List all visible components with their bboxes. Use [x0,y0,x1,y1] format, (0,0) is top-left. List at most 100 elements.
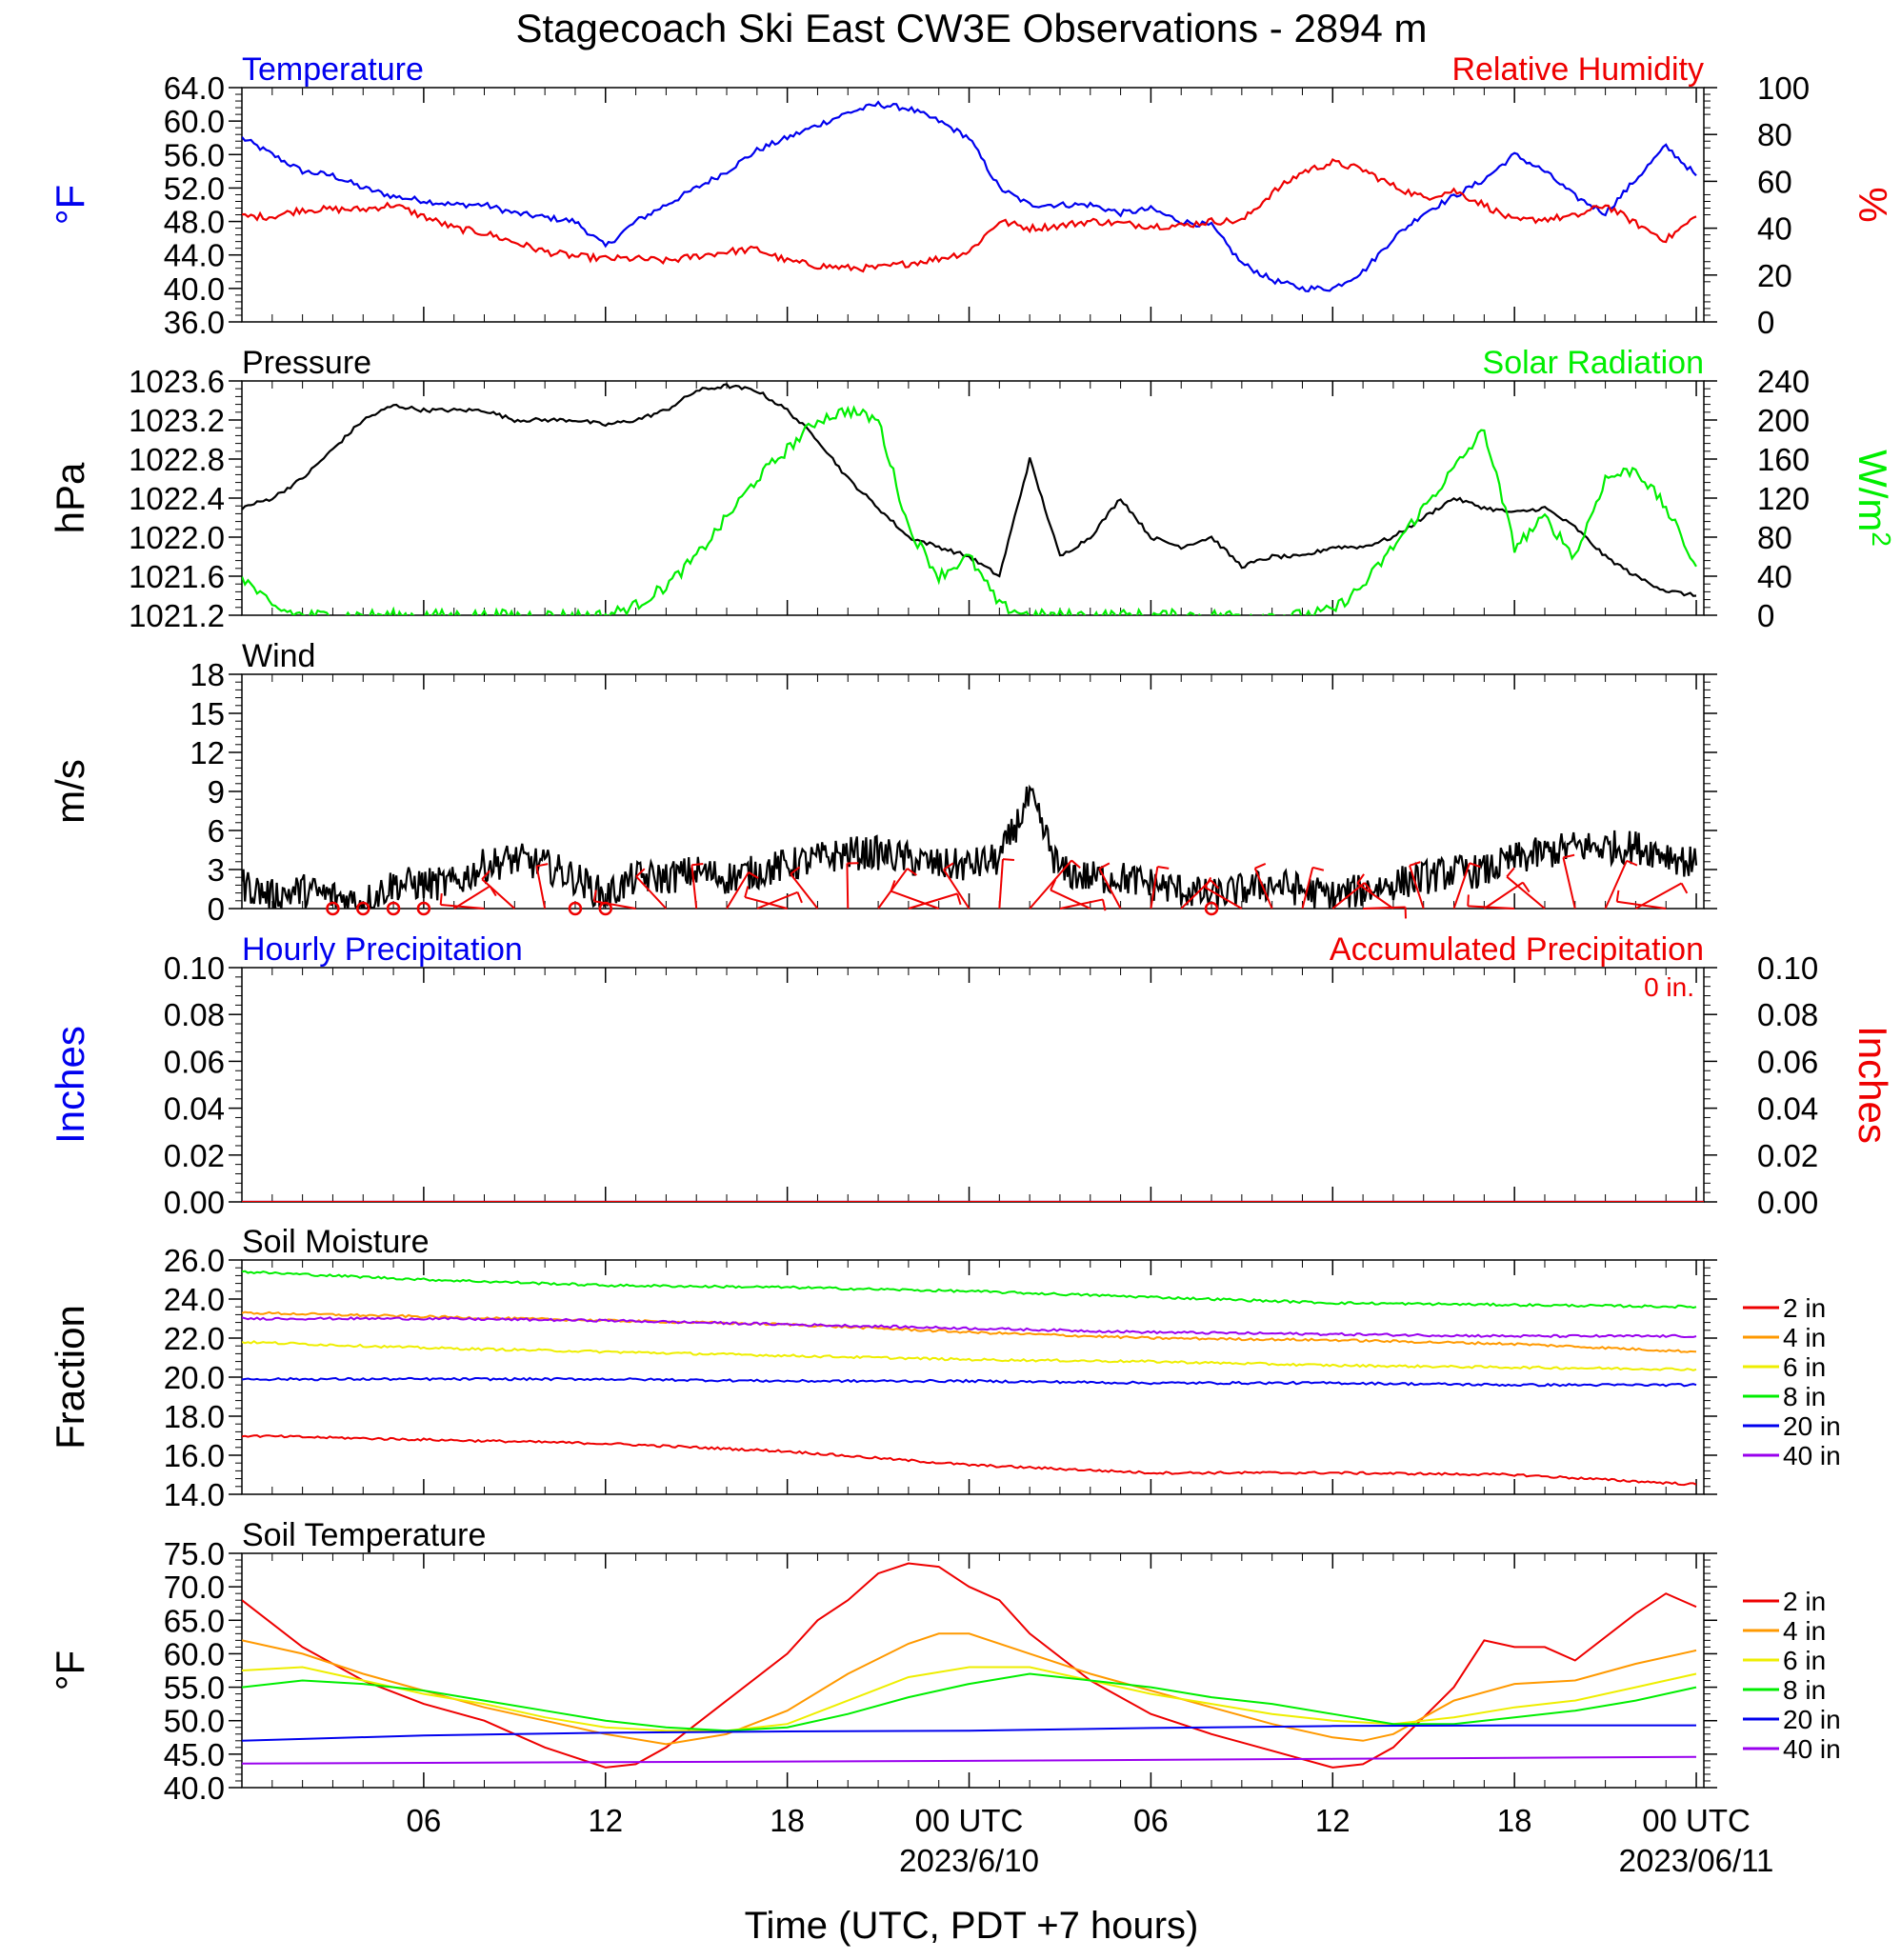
legend-label: 20 in [1783,1705,1841,1734]
wind-barb [1098,868,1122,910]
series-line-1 [242,1632,1697,1746]
panel-title-left: Hourly Precipitation [242,931,523,968]
series-line-5 [242,1316,1697,1339]
y-tick-label: 64.0 [164,70,225,106]
calm-marker [416,901,431,916]
y-tick-label: 0.08 [164,997,225,1032]
wind-barb-flag [635,868,646,878]
legend-label: 40 in [1783,1734,1841,1764]
y-tick-label: 1023.2 [129,403,225,438]
y-tick-label-right: 0.06 [1757,1044,1818,1079]
y-tick-label: 24.0 [164,1282,225,1317]
series-line-0 [242,1562,1697,1769]
wind-barb [756,890,798,910]
y-axis-label: m/s [48,759,92,824]
wind-barb-flag [890,880,896,892]
wind-barb [726,871,750,910]
y-tick-label: 45.0 [164,1737,225,1772]
y-tick-label: 48.0 [164,205,225,240]
y-tick-label: 1021.2 [129,598,225,633]
y-axis-label: Inches [48,1026,92,1144]
wind-barb-flag [796,891,803,904]
y-tick-label-right: 40 [1757,211,1792,247]
y-tick-label: 26.0 [164,1243,225,1278]
wind-barb-flag [1467,894,1470,907]
wind-barb-flag [907,868,917,876]
legend-label: 8 in [1783,1675,1826,1705]
calm-marker [386,901,401,916]
legend-label: 2 in [1783,1293,1826,1323]
series-line-4 [242,1724,1696,1742]
series-line-0 [242,100,1697,292]
y-tick-label: 18.0 [164,1399,225,1434]
calm-marker [568,901,583,916]
y-axis-label: °F [48,185,92,225]
legend-label: 4 in [1783,1616,1826,1646]
y-tick-label: 0.06 [164,1044,225,1079]
wind-barb-flag [1469,862,1481,869]
wind-barb [1253,868,1273,910]
y-axis-label: Fraction [48,1305,92,1450]
accumulated-total-label: 0 in. [1644,972,1694,1002]
legend-label: 4 in [1783,1323,1826,1352]
y-tick-label-right: 80 [1757,117,1792,152]
panel-4: 14.0 16.0 18.0 20.0 22.0 24.0 26.0 Soil Moistur… [48,1224,1841,1512]
y-tick-label: 15 [190,696,225,731]
series-line-5 [242,1755,1697,1765]
y-tick-label: 1022.8 [129,442,225,477]
wind-barb-flag [691,863,704,867]
y-axis-label-right: Inches [1851,1026,1895,1144]
wind-barb-flag [1050,879,1057,890]
x-tick-label: 18 [1497,1803,1532,1838]
legend-label: 20 in [1783,1411,1841,1441]
wind-barb-flag [1311,866,1325,871]
wind-barb [1029,859,1072,910]
y-tick-label-right: 120 [1757,481,1810,516]
wind-barb-flag [1101,899,1107,911]
wind-barb [1150,866,1159,910]
wind-barb [535,866,547,910]
series-line-0 [242,1434,1697,1487]
y-tick-label: 52.0 [164,170,225,206]
wind-barb [440,903,485,910]
series-line-0 [242,383,1697,597]
wind-barb [1331,882,1366,910]
y-tick-label: 6 [208,813,225,849]
plot-frame [241,1259,1705,1495]
wind-barb [481,878,515,910]
x-tick-label: 00 UTC [1642,1803,1751,1838]
y-tick-label-right: 0 [1757,598,1774,633]
wind-barb-flag [1204,876,1212,889]
x-date-label: 2023/06/11 [1619,1843,1774,1878]
series-line-1 [242,405,1697,615]
wind-barb-flag [1210,879,1220,890]
wind-barb-flag [1626,859,1638,867]
y-tick-label-right: 240 [1757,364,1810,399]
chart-title: Stagecoach Ski East CW3E Observations - … [515,6,1427,50]
wind-barb [1452,862,1471,910]
panel-1: 1021.2 1021.6 1022.0 1022.4 1022.8 1023.2 1023… [48,345,1896,633]
series-line-0 [242,784,1698,909]
y-tick-label: 75.0 [164,1536,225,1571]
y-tick-label: 40.0 [164,1770,225,1806]
wind-barb [635,875,668,910]
y-tick-label: 60.0 [164,104,225,139]
y-tick-label: 0 [208,891,225,927]
wind-barb [1468,905,1515,910]
y-tick-label-right: 160 [1757,442,1810,477]
wind-barb [593,900,636,910]
x-date-label: 2023/6/10 [899,1843,1039,1878]
wind-barb-flag [1157,866,1170,870]
x-axis-label: Time (UTC, PDT +7 hours) [745,1905,1199,1947]
y-tick-label-right: 0.04 [1757,1091,1818,1127]
wind-barb-flag [1356,873,1365,885]
wind-barb-flag [790,866,801,875]
series-line-3 [242,1270,1697,1310]
y-tick-label: 3 [208,852,225,888]
series-line-1 [242,158,1697,273]
wind-barb-flag [1615,890,1620,902]
wind-barb-flag [943,862,954,870]
x-tick-label: 12 [588,1803,623,1838]
